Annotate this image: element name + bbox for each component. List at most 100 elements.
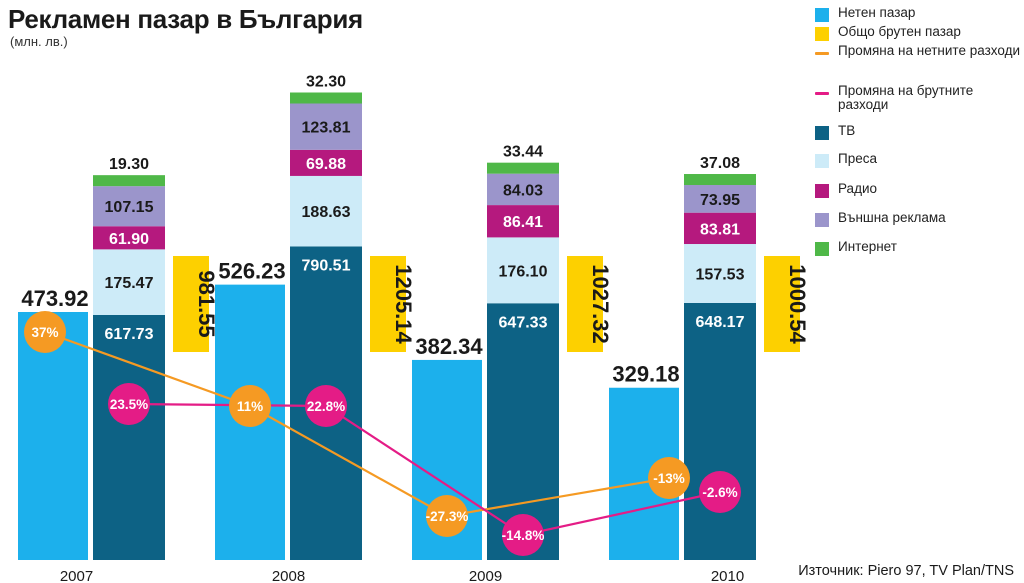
legend-label: Външна реклама [838,210,946,225]
legend-swatch [815,126,829,140]
source-note: Източник: Piero 97, TV Plan/TNS [798,563,1014,579]
gross-segment-4 [487,162,559,174]
legend-label: Промяна на брутните разходи [838,83,974,113]
gross-segment-label: 157.53 [696,266,745,283]
gross-segment-label: 37.08 [700,155,740,172]
legend-item: Радио [815,181,1024,198]
gross-segment-label: 188.63 [302,204,351,221]
change-label: 23.5% [110,397,148,412]
gross-segment-label: 790.51 [302,257,351,274]
change-label: 37% [31,325,58,340]
gross-segment-3 [684,185,756,213]
legend-item: Нетен пазар [815,5,1024,22]
change-line-1 [128,402,721,537]
legend-swatch [815,154,829,168]
legend-label: Общо брутен пазар [838,24,961,39]
change-label: -13% [653,471,685,486]
change-label: 11% [237,399,263,414]
category-label: 2007 [60,568,93,583]
net-market-bar [18,312,88,560]
gross-segment-1 [290,175,362,247]
change-line-0 [44,330,670,518]
gross-total-label: 1205.14 [391,264,416,344]
gross-segment-label: 648.17 [696,314,745,331]
change-label: -14.8% [502,528,545,543]
chart-subtitle: (млн. лв.) [10,34,68,49]
gross-segment-label: 19.30 [109,156,149,173]
gross-total-box [567,256,603,352]
gross-segment-label: 123.81 [302,120,351,137]
gross-segment-label: 107.15 [105,199,154,216]
change-marker [305,385,347,427]
gross-total-label: 1027.32 [588,264,613,344]
gross-segment-label: 32.30 [306,73,346,90]
change-marker [426,495,468,537]
gross-segment-4 [93,175,165,187]
gross-total-label: 981.55 [194,270,219,337]
gross-segment-label: 33.44 [503,144,543,161]
change-marker [699,471,741,513]
gross-segment-2 [684,212,756,245]
gross-segment-label: 617.73 [105,326,154,343]
legend-swatch [815,8,829,22]
change-marker [502,514,544,556]
gross-segment-label: 86.41 [503,214,543,231]
legend-item: ТВ [815,123,1024,140]
gross-total-box [764,256,800,352]
gross-segment-4 [290,92,362,104]
gross-segment-2 [487,205,559,238]
gross-segment-label: 84.03 [503,182,543,199]
gross-segment-label: 69.88 [306,156,346,173]
legend-swatch [815,52,829,55]
gross-segment-0 [93,315,165,560]
gross-segment-label: 61.90 [109,231,149,248]
category-label: 2008 [272,568,305,583]
category-label: 2010 [711,568,744,583]
legend-item: Промяна на брутните разходи [815,83,1024,113]
legend-swatch [815,213,829,227]
legend-item: Интернет [815,239,1024,256]
gross-segment-label: 73.95 [700,192,740,209]
legend-item: Промяна на нетните разходи [815,43,1024,58]
gross-segment-2 [93,226,165,250]
net-market-label: 382.34 [415,334,483,359]
gross-segment-3 [487,173,559,206]
gross-segment-3 [93,186,165,227]
gross-segment-label: 175.47 [105,275,154,292]
gross-segment-0 [684,302,756,560]
gross-segment-4 [684,174,756,186]
legend-label: Промяна на нетните разходи [838,43,1021,58]
gross-segment-label: 83.81 [700,221,740,238]
legend-swatch [815,92,829,95]
legend-swatch [815,184,829,198]
gross-segment-label: 647.33 [499,314,548,331]
gross-total-box [370,256,406,352]
category-label: 2009 [469,568,502,583]
legend-label: Интернет [838,239,897,254]
change-label: -27.3% [426,509,469,524]
legend-label: ТВ [838,123,856,138]
change-marker [648,457,690,499]
gross-total-box [173,256,209,352]
gross-segment-1 [487,237,559,304]
chart-title: Рекламен пазар в България [8,4,363,34]
gross-segment-2 [290,149,362,176]
gross-segment-label: 176.10 [499,263,548,280]
change-marker [108,383,150,425]
net-market-label: 329.18 [612,362,679,387]
change-marker [24,311,66,353]
legend-label: Радио [838,181,877,196]
legend-item: Външна реклама [815,210,1024,227]
change-marker [229,385,271,427]
legend-swatch [815,242,829,256]
net-market-label: 526.23 [218,259,285,284]
change-label: -2.6% [702,485,737,500]
gross-segment-1 [684,244,756,303]
legend-label: Преса [838,151,877,166]
net-market-label: 473.92 [21,286,88,311]
legend-label: Нетен пазар [838,5,916,20]
gross-total-label: 1000.54 [785,264,810,344]
legend-item: Общо брутен пазар [815,24,1024,41]
legend-item: Преса [815,151,1024,168]
